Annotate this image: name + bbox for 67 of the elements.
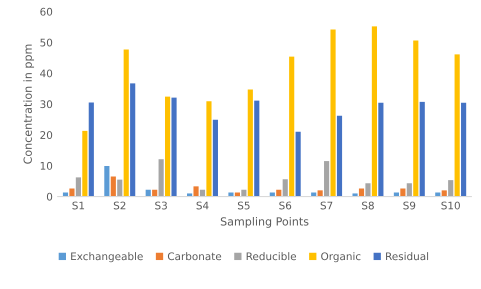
- bar: [406, 183, 412, 197]
- x-tick-label: S6: [279, 202, 292, 210]
- x-tick-label: S3: [155, 202, 167, 210]
- bar: [311, 192, 316, 197]
- bar: [110, 176, 116, 197]
- x-tick-label: S4: [196, 202, 209, 210]
- bar: [206, 101, 212, 197]
- bar: [461, 102, 466, 197]
- bar: [193, 186, 199, 197]
- x-tick-label: S5: [238, 202, 250, 210]
- bar: [254, 100, 260, 197]
- bar: [378, 102, 384, 197]
- x-tick-label: S2: [114, 202, 126, 210]
- bar: [104, 166, 110, 197]
- x-axis-title: Sampling Points: [220, 217, 308, 228]
- legend-label: Reducible: [246, 252, 296, 260]
- legend-label: Organic: [321, 252, 360, 262]
- bar: [435, 192, 440, 197]
- x-tick-label: S1: [72, 202, 84, 210]
- y-tick-label: 20: [40, 131, 52, 139]
- y-tick-label: 40: [40, 69, 52, 78]
- bar: [324, 161, 330, 197]
- bar: [241, 190, 246, 197]
- bar: [336, 116, 342, 197]
- bar: [76, 177, 81, 197]
- bar: [248, 90, 253, 197]
- y-tick-label: 30: [40, 100, 52, 108]
- bar: [212, 120, 218, 197]
- bar: [82, 130, 88, 197]
- bar: [124, 49, 129, 197]
- legend-label: Residual: [386, 252, 428, 260]
- bar: [171, 98, 177, 197]
- bar: [146, 190, 151, 197]
- bar: [330, 29, 336, 197]
- bar: [400, 188, 406, 197]
- x-tick-label: S8: [362, 202, 374, 210]
- bar: [365, 183, 371, 197]
- bar: [130, 83, 136, 197]
- legend-label: Exchangeable: [71, 252, 143, 262]
- bar: [69, 188, 75, 197]
- bar: [448, 180, 454, 197]
- x-tick-label: S10: [441, 202, 460, 210]
- bar: [200, 190, 206, 197]
- bar: [282, 179, 288, 197]
- bar: [454, 54, 460, 197]
- bar: [413, 40, 418, 197]
- bar: [289, 56, 294, 197]
- bar: [276, 190, 282, 197]
- bar: [442, 190, 447, 197]
- x-tick-label: S7: [320, 202, 332, 210]
- bar: [420, 102, 425, 197]
- bar: [165, 96, 170, 197]
- bar: [88, 102, 94, 197]
- y-tick-label: 10: [40, 162, 52, 170]
- x-tick-label: S9: [403, 202, 416, 210]
- y-tick-label: 50: [40, 38, 52, 46]
- bar: [117, 180, 122, 197]
- bar: [152, 190, 158, 197]
- bar: [158, 159, 164, 197]
- bar: [270, 192, 275, 197]
- bar: [358, 188, 364, 197]
- y-tick-label: 60: [40, 8, 52, 16]
- bar: [372, 26, 377, 197]
- y-axis-title: Concentration in ppm: [23, 44, 34, 164]
- y-tick-label: 0: [46, 192, 52, 201]
- legend-label: Carbonate: [168, 252, 222, 260]
- bar: [296, 132, 301, 197]
